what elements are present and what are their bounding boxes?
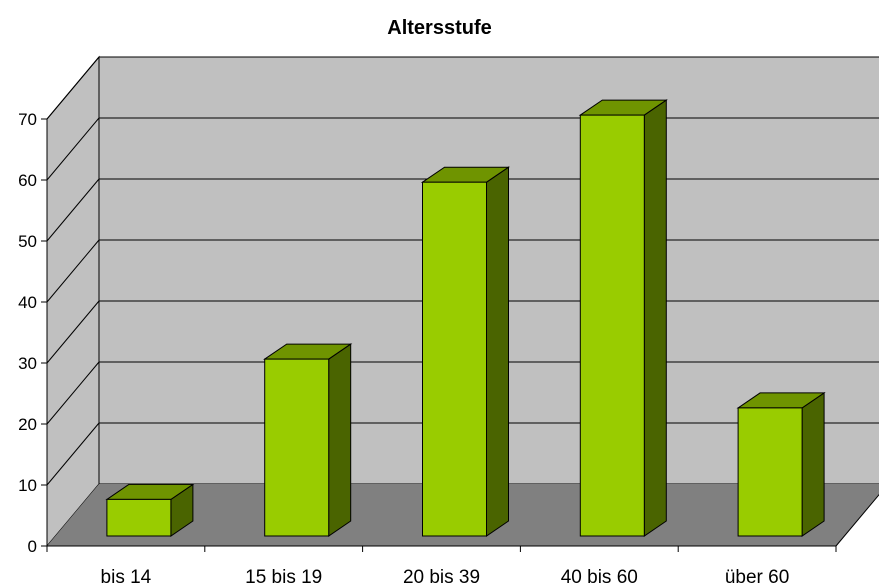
gridline-side [46, 422, 100, 486]
gridline-side [46, 300, 100, 364]
y-tick-label: 20 [18, 415, 37, 434]
gridline-side [46, 178, 100, 242]
bar-side [486, 166, 509, 537]
bar-side [643, 99, 667, 537]
y-tick-label: 30 [18, 354, 37, 373]
x-tick-label: über 60 [725, 567, 789, 588]
x-tick-label: 20 bis 39 [403, 567, 480, 588]
floor-edge [835, 493, 879, 547]
side-wall [46, 55, 100, 548]
x-tick-label: 40 bis 60 [561, 567, 638, 588]
bar [579, 114, 645, 537]
y-tick-label: 60 [18, 171, 37, 190]
y-tick-label: 40 [18, 293, 37, 312]
bar [106, 498, 172, 537]
chart-title: Altersstufe [387, 17, 492, 39]
bar [737, 407, 803, 537]
gridline-side [46, 239, 100, 303]
gridline-side [46, 361, 100, 425]
gridline-side [46, 117, 100, 181]
y-tick-label: 70 [18, 110, 37, 129]
y-tick-label: 50 [18, 232, 37, 251]
bar-side [801, 391, 825, 537]
bar [264, 358, 330, 537]
y-tick-label: 10 [18, 476, 37, 495]
x-tick-label: 15 bis 19 [245, 567, 322, 588]
gridline-side [46, 56, 100, 120]
y-tick-label: 0 [28, 537, 37, 556]
bar-side [328, 343, 352, 537]
x-tick-label: bis 14 [101, 567, 152, 588]
bar [422, 181, 487, 537]
